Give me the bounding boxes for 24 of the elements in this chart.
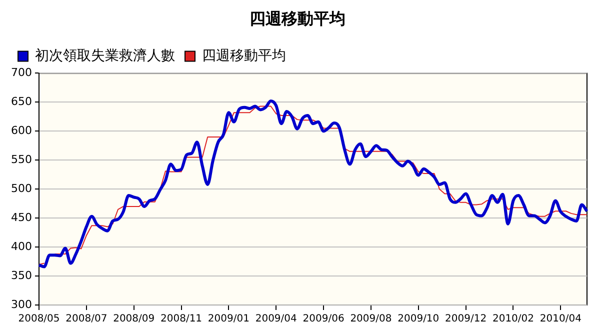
x-tick-label: 2009/08 [350,314,392,325]
x-tick-label: 2009/12 [445,314,487,325]
x-tick-label: 2009/06 [302,314,344,325]
x-tick-label: 2008/05 [18,314,60,325]
y-tick-label: 350 [10,268,32,282]
x-tick-label: 2010/02 [492,314,534,325]
chart-title: 四週移動平均 [250,8,346,28]
x-tick-label: 2008/11 [160,314,202,325]
x-tick-label: 2009/10 [398,314,440,325]
y-tick-label: 600 [10,124,32,138]
y-tick-label: 550 [10,152,32,166]
x-tick-label: 2008/07 [66,314,108,325]
y-tick-label: 700 [10,66,32,80]
x-tick-label: 2010/04 [540,314,582,325]
x-tick-label: 2009/01 [208,314,250,325]
y-tick-label: 300 [10,298,32,311]
y-tick-label: 500 [10,182,32,195]
legend-label: 四週移動平均 [202,48,286,64]
x-tick-label: 2008/09 [113,314,155,325]
y-tick-label: 450 [10,210,32,224]
x-tick-label: 2009/04 [255,314,297,325]
legend-label: 初次領取失業救濟人數 [35,48,175,64]
y-tick-label: 650 [10,95,32,108]
y-tick-label: 400 [10,240,32,253]
